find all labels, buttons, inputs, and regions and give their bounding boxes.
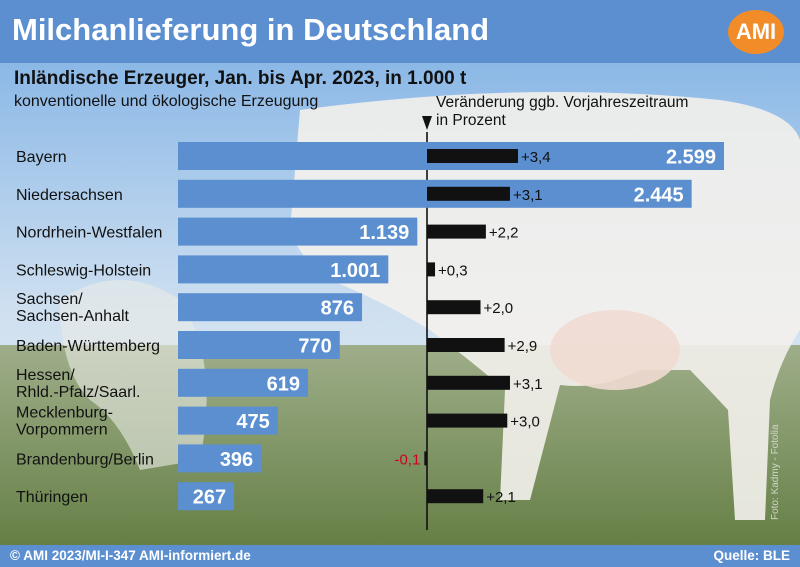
zero-axis-pointer	[422, 116, 432, 130]
change-bar	[427, 375, 510, 390]
change-bar	[424, 451, 427, 466]
change-bar	[427, 224, 486, 239]
category-label: Sachsen/Sachsen-Anhalt	[16, 291, 130, 325]
volume-value-label: 396	[220, 449, 253, 471]
change-value-label: +3,0	[510, 414, 540, 431]
header-bar: Milchanlieferung in Deutschland AMI	[0, 0, 800, 63]
category-label: Brandenburg/Berlin	[16, 451, 154, 468]
volume-bar	[178, 444, 262, 473]
category-label: Hessen/Rhld.-Pfalz/Saarl.	[16, 367, 141, 401]
change-bar	[427, 300, 481, 315]
change-value-label: +2,9	[508, 338, 538, 355]
category-label: Nordrhein-Westfalen	[16, 225, 162, 242]
chart-subtitle: konventionelle und ökologische Erzeugung	[14, 93, 319, 110]
volume-value-label: 475	[236, 411, 269, 433]
change-axis-label: Veränderung ggb. Vorjahreszeitraum in Pr…	[436, 94, 696, 130]
chart-title: Inländische Erzeuger, Jan. bis Apr. 2023…	[14, 68, 467, 89]
photo-credit: Foto: Kadmy - Fotolia	[770, 424, 781, 520]
change-bar	[427, 489, 484, 504]
category-label: Niedersachsen	[16, 187, 123, 204]
change-value-label: +2,1	[486, 489, 516, 506]
volume-value-label: 876	[321, 298, 354, 320]
category-label: Bayern	[16, 149, 67, 166]
change-bar	[427, 262, 436, 277]
volume-bar	[178, 293, 363, 322]
change-value-label: +3,1	[513, 376, 543, 393]
category-label: Schleswig-Holstein	[16, 262, 151, 279]
category-label: Thüringen	[16, 489, 88, 506]
volume-value-label: 619	[267, 373, 300, 395]
volume-value-label: 2.445	[634, 184, 684, 206]
change-value-label: +0,3	[438, 262, 468, 279]
change-value-label: -0,1	[394, 451, 420, 468]
volume-bar	[178, 482, 235, 511]
volume-bar	[178, 368, 309, 397]
change-bar	[427, 413, 508, 428]
volume-value-label: 2.599	[666, 147, 716, 169]
volume-bar	[178, 331, 340, 359]
volume-value-label: 770	[298, 336, 331, 358]
footer-source: Quelle: BLE	[713, 548, 790, 563]
change-value-label: +2,2	[489, 225, 519, 242]
category-label: Mecklenburg-Vorpommern	[16, 405, 113, 439]
change-bar	[427, 338, 505, 352]
change-value-label: +3,1	[513, 187, 543, 204]
volume-value-label: 267	[193, 487, 226, 509]
category-label: Baden-Württemberg	[16, 338, 160, 355]
change-value-label: +2,0	[484, 300, 514, 317]
volume-value-label: 1.139	[359, 222, 409, 244]
change-bar	[427, 149, 518, 163]
volume-bar	[178, 255, 389, 284]
footer-copyright: © AMI 2023/MI-I-347 AMI-informiert.de	[10, 548, 251, 563]
change-value-label: +3,4	[521, 149, 551, 166]
volume-value-label: 1.001	[330, 260, 380, 282]
volume-bar	[178, 217, 418, 246]
footer-bar: © AMI 2023/MI-I-347 AMI-informiert.de Qu…	[0, 545, 800, 567]
change-title: Veränderung ggb. Vorjahreszeitraum in Pr…	[436, 94, 689, 129]
volume-bar	[178, 406, 278, 435]
ami-logo: AMI	[728, 10, 784, 54]
page-title: Milchanlieferung in Deutschland	[12, 12, 490, 47]
change-bar	[427, 186, 510, 201]
